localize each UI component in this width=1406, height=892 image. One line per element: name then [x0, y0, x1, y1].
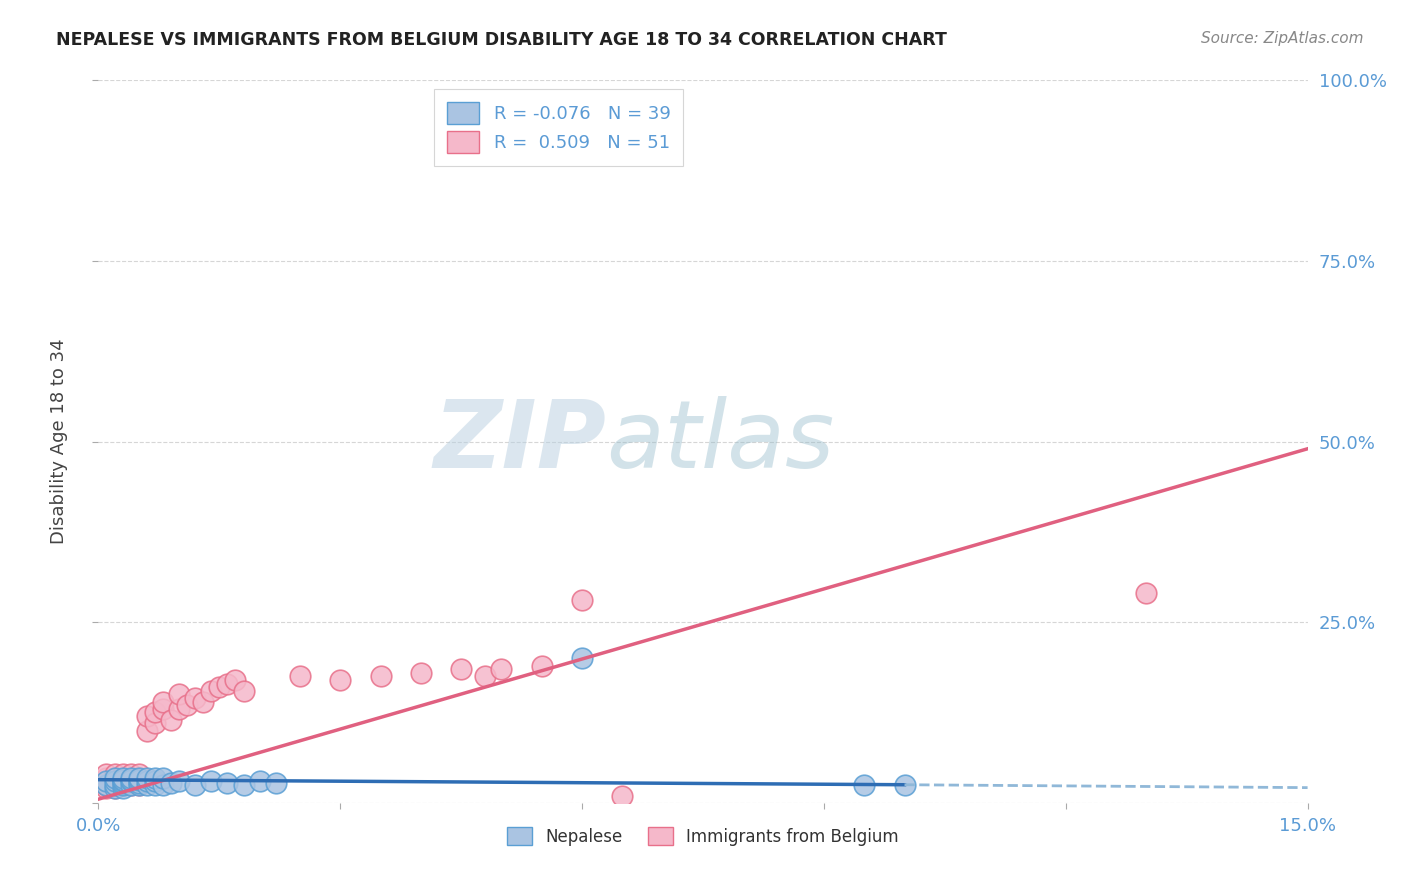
- Point: [200, 774, 222, 789]
- Point: [193, 695, 215, 709]
- Point: [120, 771, 142, 785]
- Point: [120, 778, 142, 792]
- Point: [208, 680, 231, 694]
- Point: [103, 778, 125, 792]
- Point: [128, 775, 150, 789]
- Point: [143, 771, 166, 785]
- Point: [96, 774, 118, 789]
- Point: [288, 669, 311, 683]
- Point: [120, 767, 142, 781]
- Point: [103, 771, 125, 785]
- Point: [474, 669, 496, 683]
- Point: [160, 775, 183, 789]
- Point: [111, 771, 134, 785]
- Point: [103, 781, 125, 796]
- Point: [111, 772, 134, 787]
- Point: [530, 658, 553, 673]
- Point: [120, 774, 142, 789]
- Point: [111, 778, 134, 792]
- Text: Source: ZipAtlas.com: Source: ZipAtlas.com: [1201, 31, 1364, 46]
- Point: [409, 665, 432, 680]
- Point: [167, 774, 190, 789]
- Text: atlas: atlas: [606, 396, 835, 487]
- Point: [103, 781, 125, 796]
- Point: [96, 781, 118, 796]
- Point: [96, 778, 118, 792]
- Point: [128, 772, 150, 787]
- Point: [111, 775, 134, 789]
- Point: [96, 767, 118, 781]
- Point: [370, 669, 392, 683]
- Point: [135, 771, 157, 785]
- Point: [103, 771, 125, 785]
- Point: [111, 774, 134, 789]
- Point: [143, 778, 166, 792]
- Point: [103, 774, 125, 789]
- Point: [135, 723, 157, 738]
- Text: ZIP: ZIP: [433, 395, 606, 488]
- Point: [224, 673, 246, 687]
- Point: [128, 771, 150, 785]
- Point: [120, 774, 142, 789]
- Point: [200, 683, 222, 698]
- Point: [217, 775, 239, 789]
- Point: [184, 691, 207, 706]
- Point: [143, 774, 166, 789]
- Point: [128, 771, 150, 785]
- Y-axis label: Disability Age 18 to 34: Disability Age 18 to 34: [49, 339, 67, 544]
- Point: [111, 771, 134, 785]
- Point: [111, 774, 134, 789]
- Point: [111, 778, 134, 792]
- Point: [571, 651, 593, 665]
- Point: [120, 778, 142, 792]
- Point: [135, 709, 157, 723]
- Point: [103, 774, 125, 789]
- Point: [128, 778, 150, 792]
- Point: [111, 767, 134, 781]
- Point: [249, 774, 271, 789]
- Point: [120, 772, 142, 787]
- Point: [128, 774, 150, 789]
- Point: [96, 774, 118, 789]
- Point: [152, 702, 174, 716]
- Point: [571, 593, 593, 607]
- Point: [103, 778, 125, 792]
- Point: [143, 706, 166, 720]
- Point: [217, 676, 239, 690]
- Point: [135, 774, 157, 789]
- Point: [152, 695, 174, 709]
- Point: [329, 673, 352, 687]
- Point: [232, 683, 254, 698]
- Point: [128, 767, 150, 781]
- Point: [111, 775, 134, 789]
- Text: NEPALESE VS IMMIGRANTS FROM BELGIUM DISABILITY AGE 18 TO 34 CORRELATION CHART: NEPALESE VS IMMIGRANTS FROM BELGIUM DISA…: [56, 31, 948, 49]
- Point: [1135, 586, 1157, 600]
- Point: [111, 781, 134, 796]
- Point: [143, 716, 166, 731]
- Point: [184, 778, 207, 792]
- Point: [612, 789, 634, 803]
- Point: [853, 778, 876, 792]
- Point: [450, 662, 472, 676]
- Point: [232, 778, 254, 792]
- Legend: Nepalese, Immigrants from Belgium: Nepalese, Immigrants from Belgium: [501, 821, 905, 852]
- Point: [96, 778, 118, 792]
- Point: [491, 662, 513, 676]
- Point: [152, 771, 174, 785]
- Point: [160, 713, 183, 727]
- Point: [96, 771, 118, 785]
- Point: [167, 687, 190, 701]
- Point: [264, 775, 287, 789]
- Point: [135, 778, 157, 792]
- Point: [120, 771, 142, 785]
- Point: [128, 778, 150, 792]
- Point: [152, 778, 174, 792]
- Point: [176, 698, 198, 713]
- Point: [893, 778, 915, 792]
- Point: [167, 702, 190, 716]
- Point: [103, 767, 125, 781]
